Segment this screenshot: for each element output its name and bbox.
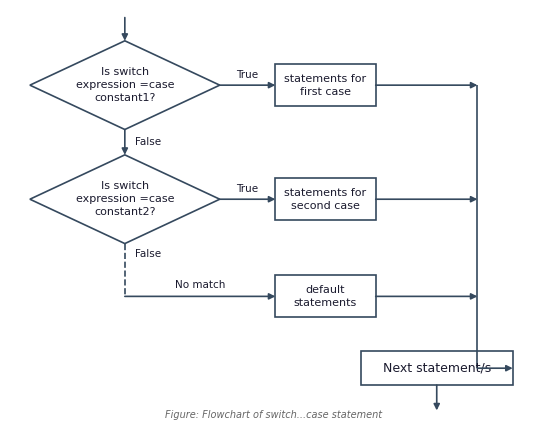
- Text: Is switch
expression =case
constant2?: Is switch expression =case constant2?: [76, 181, 174, 217]
- Text: default
statements: default statements: [294, 285, 357, 308]
- Polygon shape: [30, 41, 220, 130]
- FancyBboxPatch shape: [275, 64, 376, 106]
- Text: True: True: [237, 70, 259, 80]
- Text: Figure: Flowchart of switch...case statement: Figure: Flowchart of switch...case state…: [165, 410, 383, 420]
- Text: True: True: [237, 184, 259, 194]
- Text: No match: No match: [175, 280, 225, 290]
- Text: statements for
second case: statements for second case: [284, 187, 367, 211]
- Polygon shape: [30, 155, 220, 244]
- Text: False: False: [135, 137, 161, 147]
- Text: statements for
first case: statements for first case: [284, 74, 367, 97]
- FancyBboxPatch shape: [275, 275, 376, 318]
- Text: False: False: [135, 249, 161, 259]
- FancyBboxPatch shape: [275, 178, 376, 220]
- Text: Next statement/s: Next statement/s: [383, 362, 491, 374]
- Text: Is switch
expression =case
constant1?: Is switch expression =case constant1?: [76, 67, 174, 103]
- FancyBboxPatch shape: [361, 351, 513, 385]
